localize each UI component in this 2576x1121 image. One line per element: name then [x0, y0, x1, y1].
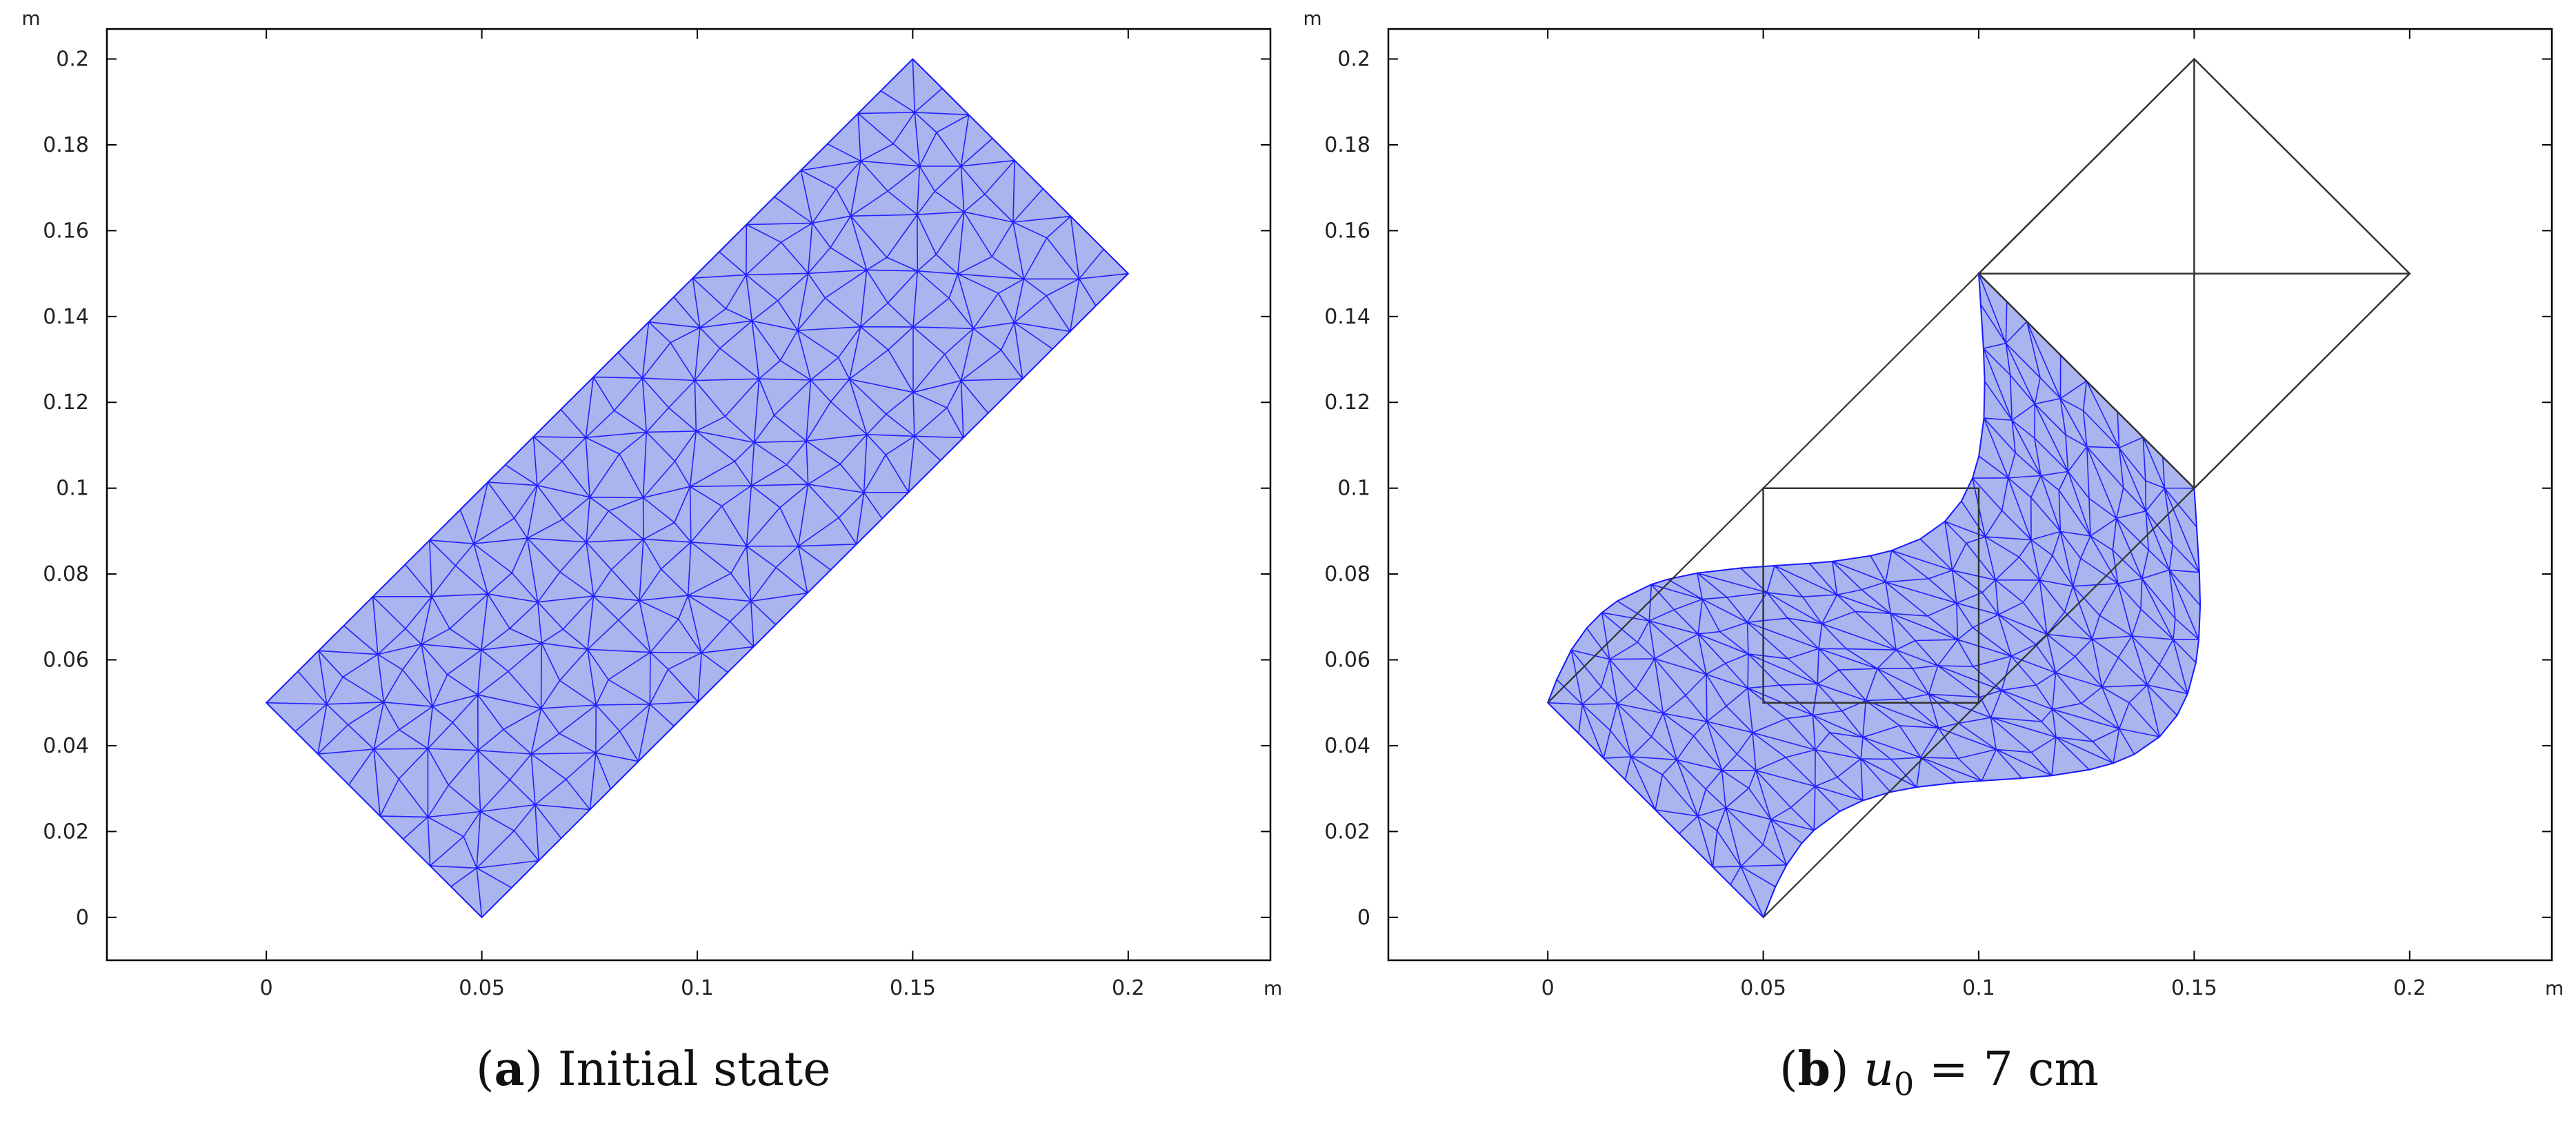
- panel-b-plot: 0 0.05 0.1 0.15 0.2 0 0.02 0.04 0.06 0.08 0.1 0.12 0…: [1303, 7, 2564, 1000]
- panel-b-plot-frame: [1387, 28, 2553, 962]
- panel-b-y-tick-label: 0.04: [1324, 734, 1370, 758]
- caption-a-text: Initial state: [557, 1042, 831, 1097]
- panel-b-x-tick-label: 0.2: [2393, 976, 2426, 1000]
- panel-a-y-tick-label: 0.04: [43, 734, 89, 758]
- panel-a-x-tick-label: 0.05: [459, 976, 505, 1000]
- panel-b-y-tick-label: 0.02: [1324, 820, 1370, 844]
- panel-a-y-tick-label: 0.18: [43, 133, 89, 157]
- reference-square-outline: [1762, 487, 1980, 704]
- panel-a-x-tick-label: 0.15: [890, 976, 936, 1000]
- panel-a-y-unit-label: m: [21, 7, 40, 30]
- panel-a-y-tick-label: 0.02: [43, 820, 89, 844]
- panel-b-y-tick-label: 0: [1357, 906, 1370, 930]
- panel-b-x-tick-label: 0.05: [1740, 976, 1786, 1000]
- panel-b-y-tick-label: 0.06: [1324, 648, 1370, 673]
- panel-b-x-tick-label: 0.15: [2171, 976, 2217, 1000]
- panel-b-y-tick-label: 0.08: [1324, 562, 1370, 586]
- caption-b: (b) u0 = 7 cm: [1779, 1042, 2099, 1103]
- panel-a-y-tick-label: 0.06: [43, 648, 89, 673]
- panel-a-x-tick-label: 0.1: [681, 976, 714, 1000]
- panel-b-y-tick-label: 0.18: [1324, 133, 1370, 157]
- caption-b-label: b: [1797, 1042, 1831, 1097]
- panel-b-y-tick-label: 0.1: [1337, 477, 1370, 501]
- caption-b-subscript: 0: [1894, 1065, 1915, 1103]
- caption-a: (a) Initial state: [476, 1042, 831, 1097]
- panel-b-y-tick-label: 0.2: [1337, 48, 1370, 72]
- reference-left-diagonal: [1547, 272, 1979, 704]
- panel-b-y-tick-label: 0.12: [1324, 390, 1370, 415]
- caption-b-symbol: u: [1864, 1042, 1895, 1097]
- panel-a-x-tick-label: 0.2: [1112, 976, 1145, 1000]
- panel-a-y-tick-label: 0: [76, 906, 89, 930]
- caption-b-rest: = 7 cm: [1914, 1042, 2099, 1097]
- panel-a-plot-frame: [106, 28, 1272, 962]
- panel-a-x-tick-label: 0: [260, 976, 273, 1000]
- caption-a-label: a: [494, 1042, 525, 1097]
- panel-a-mesh-fill: [265, 58, 1130, 919]
- panel-b-y-tick-label: 0.16: [1324, 219, 1370, 243]
- panel-a-y-tick-label: 0.12: [43, 390, 89, 415]
- panel-a-y-tick-label: 0.16: [43, 219, 89, 243]
- panel-b-x-tick-label: 0.1: [1962, 976, 1995, 1000]
- panel-a-x-unit-label: m: [1264, 977, 1282, 1000]
- panel-a-plot: 0 0.05 0.1 0.15 0.2 0 0.02 0.04 0.06 0.08 0.1 0.12 0…: [21, 7, 1282, 1000]
- panel-b-mesh-fill: [1547, 272, 2201, 919]
- panel-b-y-unit-label: m: [1303, 7, 1321, 30]
- panel-a-y-tick-label: 0.08: [43, 562, 89, 586]
- panel-b-x-unit-label: m: [2545, 977, 2564, 1000]
- panel-b-x-tick-label: 0: [1541, 976, 1555, 1000]
- panel-a-y-tick-label: 0.14: [43, 305, 89, 329]
- reference-bottom-diagonal: [1762, 487, 2195, 918]
- panel-b-mesh-edges: [1547, 273, 2201, 918]
- panel-a-mesh-edges: [266, 58, 1129, 918]
- panel-b-y-tick-label: 0.14: [1324, 305, 1370, 329]
- panel-a-y-tick-label: 0.2: [56, 48, 89, 72]
- panel-a-y-tick-label: 0.1: [56, 477, 89, 501]
